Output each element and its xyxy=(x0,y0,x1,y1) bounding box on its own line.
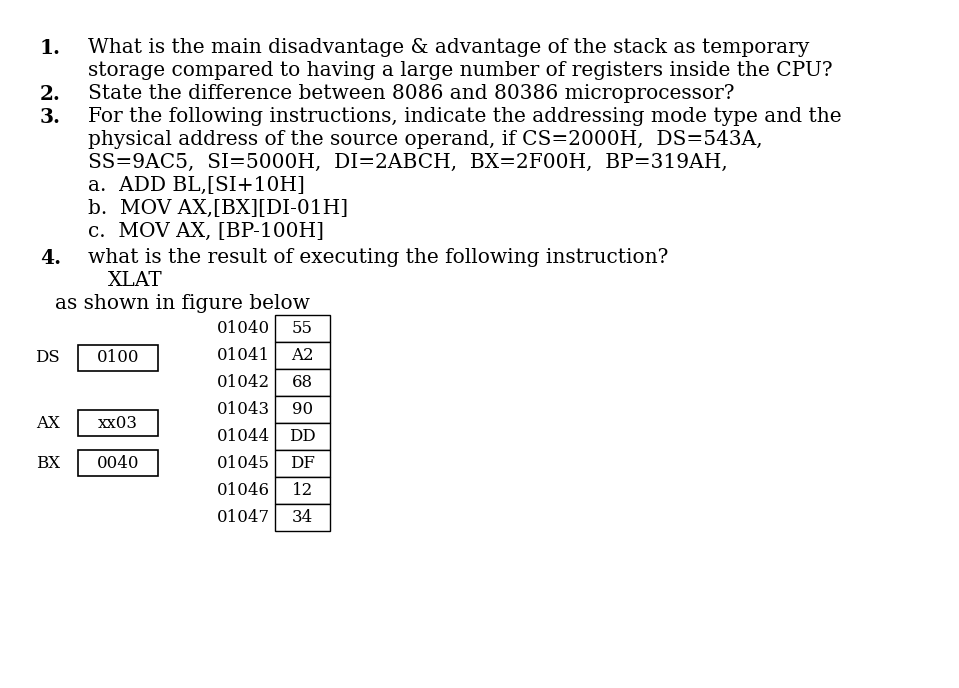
Text: BX: BX xyxy=(35,455,60,471)
Text: 1.: 1. xyxy=(40,38,61,58)
Bar xyxy=(78,345,158,371)
Text: SS=9AC5,  SI=5000H,  DI=2ABCH,  BX=2F00H,  BP=319AH,: SS=9AC5, SI=5000H, DI=2ABCH, BX=2F00H, B… xyxy=(88,153,728,172)
Text: 01046: 01046 xyxy=(217,482,270,499)
Bar xyxy=(275,369,330,396)
Bar xyxy=(275,423,330,450)
Bar xyxy=(78,450,158,476)
Text: 01042: 01042 xyxy=(217,374,270,391)
Text: 90: 90 xyxy=(292,401,313,418)
Text: XLAT: XLAT xyxy=(108,271,163,290)
Text: 4.: 4. xyxy=(40,248,61,268)
Text: 01045: 01045 xyxy=(217,455,270,472)
Text: 01043: 01043 xyxy=(217,401,270,418)
Bar xyxy=(275,396,330,423)
Text: DD: DD xyxy=(289,428,316,445)
Text: what is the result of executing the following instruction?: what is the result of executing the foll… xyxy=(88,248,668,267)
Text: 01041: 01041 xyxy=(217,347,270,364)
Text: State the difference between 8086 and 80386 microprocessor?: State the difference between 8086 and 80… xyxy=(88,84,735,103)
Text: xx03: xx03 xyxy=(98,414,138,431)
Text: AX: AX xyxy=(36,414,60,431)
Text: For the following instructions, indicate the addressing mode type and the: For the following instructions, indicate… xyxy=(88,107,842,126)
Bar xyxy=(78,410,158,436)
Text: 34: 34 xyxy=(292,509,314,526)
Text: 01044: 01044 xyxy=(217,428,270,445)
Text: physical address of the source operand, if CS=2000H,  DS=543A,: physical address of the source operand, … xyxy=(88,130,762,149)
Text: a.  ADD BL,[SI+10H]: a. ADD BL,[SI+10H] xyxy=(88,176,305,195)
Text: 12: 12 xyxy=(292,482,314,499)
Bar xyxy=(275,342,330,369)
Text: 55: 55 xyxy=(292,320,313,337)
Bar xyxy=(275,504,330,531)
Text: 0100: 0100 xyxy=(97,350,139,367)
Text: 3.: 3. xyxy=(40,107,61,127)
Text: DS: DS xyxy=(35,350,60,367)
Text: What is the main disadvantage & advantage of the stack as temporary: What is the main disadvantage & advantag… xyxy=(88,38,809,57)
Bar xyxy=(275,477,330,504)
Text: 0040: 0040 xyxy=(97,455,139,471)
Text: c.  MOV AX, [BP-100H]: c. MOV AX, [BP-100H] xyxy=(88,222,324,241)
Text: storage compared to having a large number of registers inside the CPU?: storage compared to having a large numbe… xyxy=(88,61,832,80)
Text: 01040: 01040 xyxy=(217,320,270,337)
Text: as shown in figure below: as shown in figure below xyxy=(55,294,310,313)
Bar xyxy=(275,450,330,477)
Text: 01047: 01047 xyxy=(217,509,270,526)
Text: A2: A2 xyxy=(292,347,314,364)
Text: DF: DF xyxy=(290,455,315,472)
Text: b.  MOV AX,[BX][DI-01H]: b. MOV AX,[BX][DI-01H] xyxy=(88,199,348,218)
Bar xyxy=(275,315,330,342)
Text: 68: 68 xyxy=(292,374,313,391)
Text: 2.: 2. xyxy=(40,84,60,104)
